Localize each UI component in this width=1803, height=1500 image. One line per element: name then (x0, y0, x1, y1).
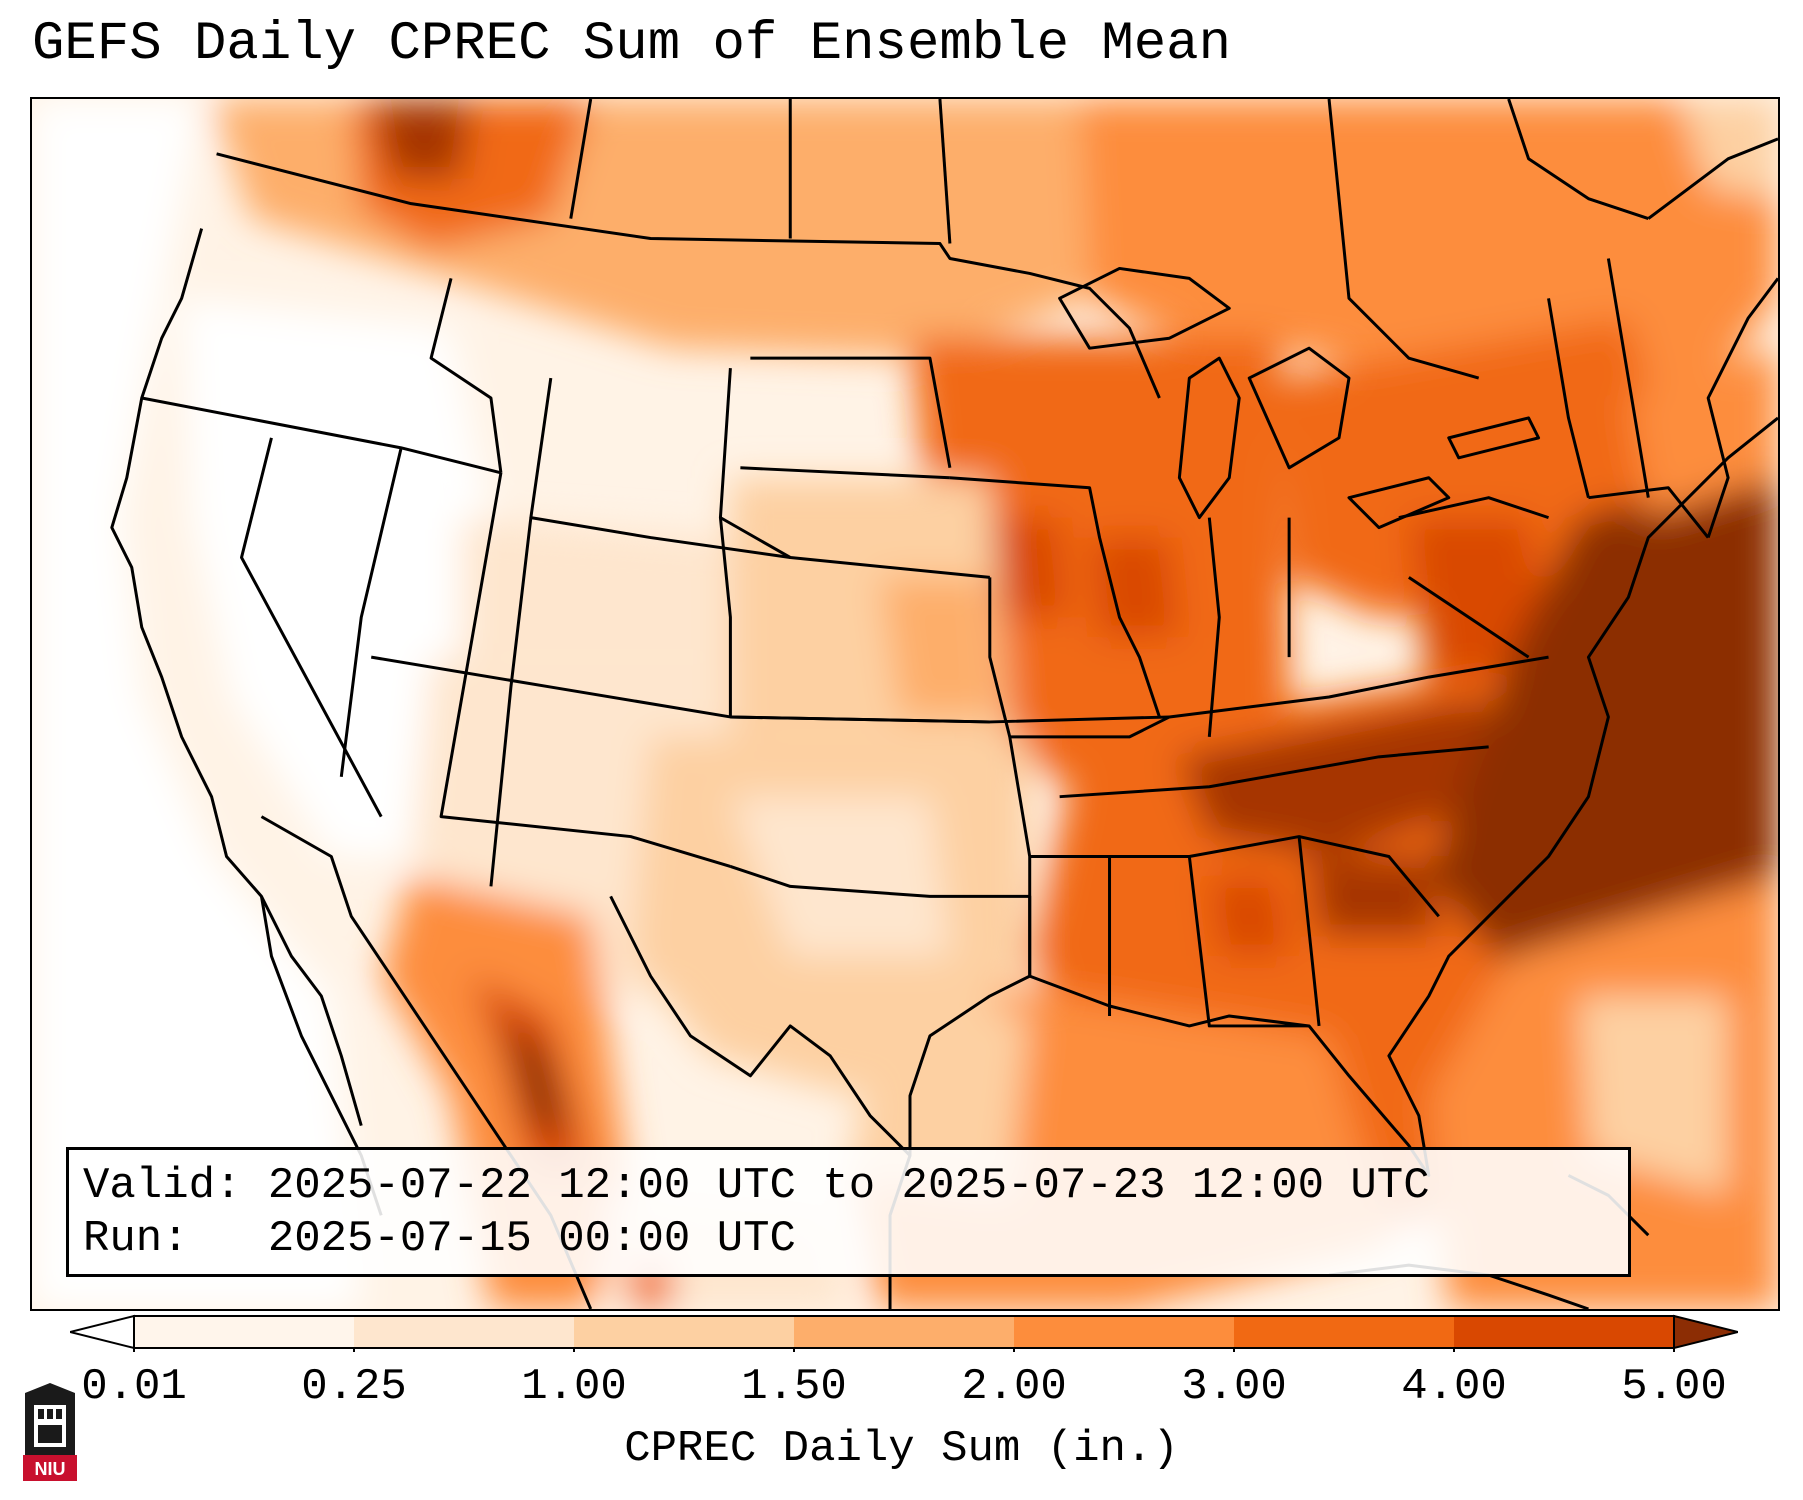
precipitation-map (30, 97, 1780, 1311)
niu-logo-text: NIU (35, 1459, 66, 1479)
colorbar-tick-label: 5.00 (1621, 1362, 1727, 1412)
colorbar-upper-extension (1673, 1314, 1738, 1350)
colorbar-segment (1014, 1316, 1235, 1348)
map-canvas (32, 99, 1778, 1309)
colorbar-tick-label: 1.50 (741, 1362, 847, 1412)
colorbar-tick-label: 3.00 (1181, 1362, 1287, 1412)
colorbar-segment (1454, 1316, 1675, 1348)
precipitation-shading (32, 99, 1778, 1309)
run-time-line: Run: 2025-07-15 00:00 UTC (83, 1214, 796, 1264)
colorbar-segment (354, 1316, 575, 1348)
colorbar-tick-label: 4.00 (1401, 1362, 1507, 1412)
colorbar-segment (134, 1316, 355, 1348)
colorbar (70, 1314, 1738, 1352)
niu-logo: NIU (23, 1383, 77, 1481)
colorbar-lower-extension (70, 1314, 135, 1350)
colorbar-label: CPREC Daily Sum (in.) (624, 1424, 1179, 1474)
valid-time-line: Valid: 2025-07-22 12:00 UTC to 2025-07-2… (83, 1161, 1430, 1211)
colorbar-outline (133, 1315, 1675, 1349)
colorbar-tick-label: 2.00 (961, 1362, 1067, 1412)
colorbar-segment (574, 1316, 795, 1348)
colorbar-segment (1234, 1316, 1455, 1348)
colorbar-tick-label: 0.01 (81, 1362, 187, 1412)
valid-run-info-box: Valid: 2025-07-22 12:00 UTC to 2025-07-2… (66, 1147, 1631, 1277)
colorbar-tick-label: 1.00 (521, 1362, 627, 1412)
map-title: GEFS Daily CPREC Sum of Ensemble Mean (32, 14, 1231, 75)
colorbar-segment (794, 1316, 1015, 1348)
colorbar-tick-label: 0.25 (301, 1362, 407, 1412)
